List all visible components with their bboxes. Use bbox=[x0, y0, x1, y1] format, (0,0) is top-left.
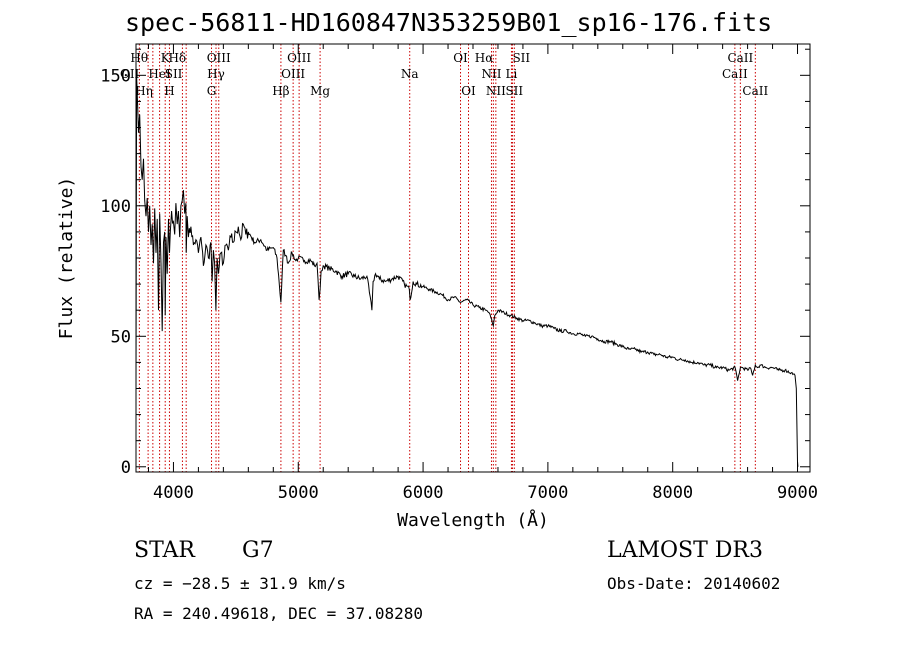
spectral-line-label: OII bbox=[120, 67, 140, 81]
object-class: STAR bbox=[134, 538, 195, 563]
x-tick-label: 7000 bbox=[527, 483, 568, 503]
spectral-line-label: Na bbox=[401, 67, 419, 81]
spectral-line-label: H bbox=[164, 84, 174, 98]
spectral-line-label: CaII bbox=[742, 84, 768, 98]
spectral-line-label: Hη bbox=[135, 84, 153, 98]
spectral-line-label: Hθ bbox=[130, 51, 148, 65]
x-tick-label: 4000 bbox=[153, 483, 194, 503]
spectral-line-label: Hβ bbox=[272, 84, 289, 98]
spectral-line-label: OI bbox=[461, 84, 476, 98]
x-tick-label: 8000 bbox=[652, 483, 693, 503]
spectral-line-label: Li bbox=[506, 67, 518, 81]
observation-date: Obs-Date: 20140602 bbox=[607, 574, 781, 593]
plot-frame bbox=[135, 43, 811, 473]
spectral-line-label: NII bbox=[486, 84, 506, 98]
spectrum-line bbox=[135, 75, 799, 467]
y-tick-label: 100 bbox=[100, 197, 131, 217]
spectral-line-label: OIII bbox=[281, 67, 305, 81]
spectral-line-label: Hγ bbox=[207, 67, 225, 81]
x-tick-label: 6000 bbox=[403, 483, 444, 503]
survey-name: LAMOST DR3 bbox=[607, 538, 763, 563]
chart-title: spec-56811-HD160847N353259B01_sp16-176.f… bbox=[125, 8, 773, 37]
spectral-line-label: CaII bbox=[727, 51, 753, 65]
spectral-line-label: SII bbox=[512, 51, 530, 65]
y-tick-label: 0 bbox=[121, 458, 131, 478]
spectral-line-label: OIII bbox=[287, 51, 311, 65]
spectral-line-label: SII bbox=[165, 67, 183, 81]
spectral-line-label: OI bbox=[453, 51, 468, 65]
spectral-line-label: OIII bbox=[207, 51, 231, 65]
x-tick-label: 9000 bbox=[777, 483, 818, 503]
spectral-line-label: NII bbox=[481, 67, 501, 81]
spectral-line-label: Mg bbox=[310, 84, 330, 98]
spectral-line-label: HeI bbox=[148, 67, 171, 81]
y-tick-label: 50 bbox=[111, 327, 131, 347]
spectral-line-label: K bbox=[161, 51, 171, 65]
spectral-subclass: G7 bbox=[242, 538, 274, 563]
spectral-line-label: Hα bbox=[475, 51, 494, 65]
y-tick-label: 150 bbox=[100, 66, 131, 86]
x-axis-label: Wavelength (Å) bbox=[397, 509, 549, 531]
spectral-line-label: G bbox=[207, 84, 217, 98]
x-tick-label: 5000 bbox=[278, 483, 319, 503]
spectral-line-label: Hδ bbox=[168, 51, 186, 65]
redshift-velocity: cz = −28.5 ± 31.9 km/s bbox=[134, 574, 346, 593]
spectral-line-label: CaII bbox=[722, 67, 748, 81]
spectral-line-label: SII bbox=[505, 84, 523, 98]
coordinates: RA = 240.49618, DEC = 37.08280 bbox=[134, 604, 423, 623]
y-axis-label: Flux (relative) bbox=[56, 177, 77, 340]
